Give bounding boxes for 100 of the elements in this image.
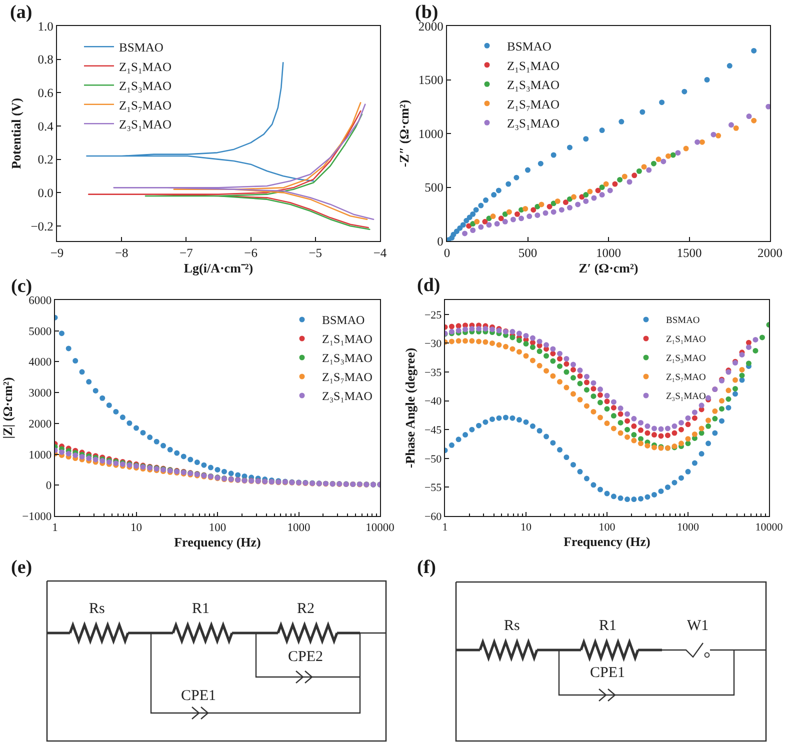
point	[462, 432, 468, 438]
point	[577, 468, 583, 474]
point	[66, 450, 72, 456]
point	[591, 195, 597, 201]
y-tick-label: 2000	[28, 418, 52, 430]
point	[706, 418, 712, 424]
point	[575, 202, 581, 208]
point	[221, 468, 227, 474]
point	[544, 353, 550, 359]
point	[712, 430, 718, 436]
point	[194, 460, 200, 466]
legend-label: Z₁S₁MAO	[119, 60, 172, 74]
x-tick-label: 1000	[596, 246, 621, 260]
text: Rs	[89, 601, 106, 617]
point	[610, 413, 616, 419]
point	[516, 417, 522, 423]
y-tick-label: −50	[424, 453, 442, 466]
point	[557, 356, 562, 362]
point	[72, 452, 78, 458]
legend-label: BSMAO	[507, 40, 552, 54]
point	[518, 216, 524, 222]
point	[570, 366, 576, 372]
point	[597, 486, 603, 492]
legend-label: Z₁S₁MAO	[507, 58, 560, 73]
point	[584, 380, 590, 386]
point	[626, 179, 632, 185]
y-tick-label: 1000	[28, 449, 52, 462]
point	[577, 368, 583, 374]
point	[618, 430, 624, 436]
point	[476, 326, 482, 332]
point	[590, 393, 596, 399]
x-tick-label: −9	[50, 246, 64, 260]
point	[641, 164, 647, 170]
x-tick-label: 10000	[755, 521, 784, 534]
point	[658, 488, 664, 494]
point	[666, 153, 672, 159]
point	[550, 350, 556, 356]
point	[534, 212, 540, 218]
point	[704, 77, 710, 82]
y-tick-label: −40	[424, 396, 442, 408]
point	[550, 358, 556, 364]
point	[462, 326, 468, 332]
point	[489, 340, 495, 346]
point	[557, 379, 562, 385]
text: CPE1	[181, 688, 216, 704]
y-tick-label: 4000	[28, 356, 52, 369]
point	[678, 420, 684, 426]
point	[58, 330, 64, 336]
point	[632, 172, 638, 178]
point	[534, 204, 540, 210]
point	[448, 338, 454, 344]
point	[174, 450, 180, 456]
x-tick-label: −6	[244, 246, 258, 260]
point	[712, 416, 718, 422]
point	[656, 156, 662, 162]
point	[92, 388, 98, 394]
point	[478, 224, 484, 230]
point	[469, 326, 475, 332]
point	[739, 372, 745, 378]
point	[726, 63, 732, 69]
point	[550, 152, 556, 158]
point	[617, 176, 623, 182]
point	[752, 348, 758, 354]
point	[562, 200, 568, 206]
text: R1	[599, 618, 617, 634]
text: R2	[297, 601, 315, 617]
point	[570, 375, 576, 381]
point	[604, 490, 610, 496]
point	[228, 470, 234, 476]
point	[590, 482, 596, 488]
point	[482, 326, 488, 332]
point	[462, 338, 468, 344]
y-tick-label: −25	[424, 309, 442, 322]
point	[456, 436, 462, 442]
point	[510, 346, 516, 352]
legend-label: Z₁S₇MAO	[666, 373, 706, 384]
point	[147, 434, 153, 440]
point	[672, 423, 678, 429]
x-tick-label: 1500	[676, 246, 702, 260]
point	[538, 202, 544, 208]
point	[482, 339, 488, 345]
point	[584, 387, 590, 393]
point	[746, 114, 752, 120]
point	[638, 427, 644, 433]
point	[672, 430, 678, 436]
point	[496, 342, 502, 348]
point	[644, 423, 650, 429]
text: (f)	[417, 557, 436, 578]
chart-title: (a)	[10, 2, 32, 23]
point	[732, 377, 738, 383]
point	[610, 494, 616, 500]
point	[685, 415, 691, 421]
point	[597, 386, 603, 392]
x-tick-label: 2000	[758, 246, 782, 260]
point	[516, 338, 522, 344]
point	[638, 440, 644, 446]
point	[469, 338, 475, 344]
point	[180, 454, 186, 460]
point	[644, 494, 650, 500]
point	[610, 399, 616, 405]
